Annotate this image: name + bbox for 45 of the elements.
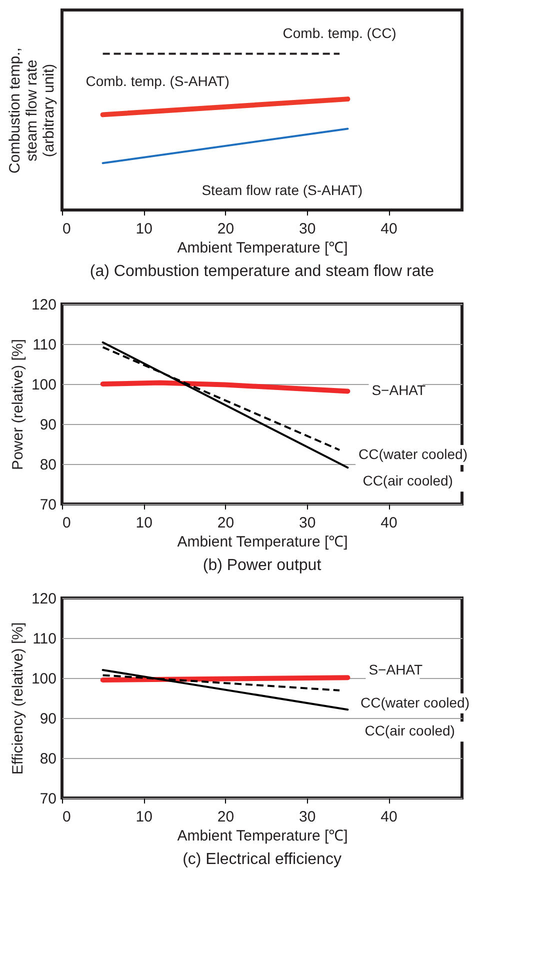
x-axis-title: Ambient Temperature [℃]: [177, 240, 348, 256]
text: (c) Electrical efficiency: [182, 851, 342, 868]
y-tick-label: 110: [32, 630, 56, 648]
x-tick-label: 0: [62, 514, 71, 532]
y-tick-label: 100: [31, 376, 56, 394]
x-axis-title: Ambient Temperature [℃]: [177, 828, 348, 844]
y-tick-label: 80: [40, 456, 56, 474]
x-tick-label: 10: [136, 220, 152, 238]
x-tick-label: 20: [217, 220, 234, 238]
y-axis-title: Power (relative) [%]: [9, 339, 26, 470]
y-tick-label: 100: [31, 670, 56, 688]
y-tick-label: 110: [32, 336, 56, 354]
series-label: CC(water cooled): [358, 446, 468, 462]
x-tick-label: 10: [136, 514, 152, 532]
text: (b) Power output: [202, 557, 322, 574]
y-tick-label: 70: [40, 496, 56, 514]
x-tick-label: 30: [299, 808, 316, 826]
series-label: CC(air cooled): [364, 722, 455, 739]
y-tick-label: 120: [31, 296, 56, 314]
x-axis-title: Ambient Temperature [℃]: [177, 534, 348, 550]
series-label: S−AHAT: [368, 662, 423, 678]
x-tick-label: 40: [380, 220, 398, 238]
text: Steam flow rate (S-AHAT): [202, 182, 362, 198]
y-tick-label: 90: [40, 416, 56, 434]
series-label: CC(water cooled): [360, 694, 470, 710]
x-tick-label: 20: [217, 808, 234, 826]
series-label: Comb. temp. (CC): [282, 24, 396, 41]
text: (a) Combustion temperature and steam flow rate: [90, 263, 434, 280]
series-label: Comb. temp. (S-AHAT): [86, 73, 230, 90]
x-tick-label: 10: [136, 808, 152, 826]
series-label: S−AHAT: [372, 382, 426, 398]
x-tick-label: 40: [380, 514, 398, 532]
y-axis-title: Combustion temp., steam flow rate (arbitrary unit): [6, 48, 58, 174]
y-axis-title: Efficiency (relative) [%]: [9, 622, 26, 775]
series-label: CC(air cooled): [362, 472, 453, 489]
y-tick-label: 80: [40, 750, 56, 768]
x-tick-label: 30: [299, 220, 316, 238]
x-tick-label: 40: [380, 808, 398, 826]
y-tick-label: 70: [40, 790, 56, 808]
x-tick-label: 20: [217, 514, 234, 532]
x-tick-label: 0: [62, 220, 71, 238]
y-tick-label: 90: [40, 710, 56, 728]
x-tick-label: 0: [62, 808, 71, 826]
y-tick-label: 120: [31, 590, 56, 608]
x-tick-label: 30: [299, 514, 316, 532]
